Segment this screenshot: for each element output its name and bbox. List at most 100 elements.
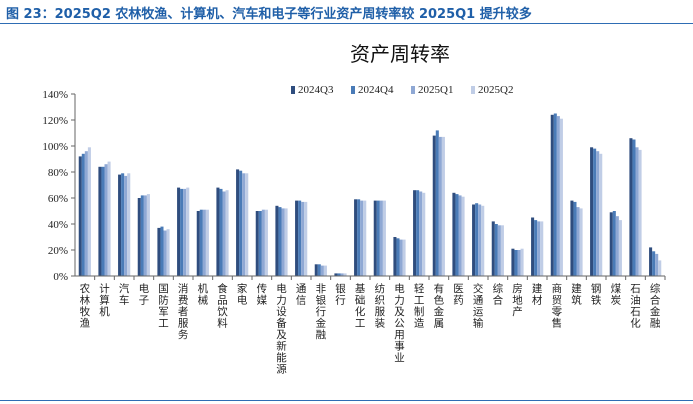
- bar: [205, 209, 209, 276]
- bar: [343, 273, 347, 276]
- category-label: 传媒: [257, 283, 268, 307]
- bar: [284, 208, 288, 276]
- bar: [402, 239, 406, 276]
- bar: [550, 114, 554, 276]
- category-label: 有色金属: [434, 282, 445, 330]
- bar: [458, 195, 462, 276]
- bar: [481, 205, 485, 276]
- category-label: 交通运输: [473, 282, 484, 330]
- bar: [655, 253, 659, 276]
- caption-underline: [0, 23, 693, 24]
- bar: [118, 174, 122, 276]
- legend-label: 2024Q4: [358, 84, 394, 96]
- bar: [255, 211, 259, 276]
- bar: [186, 187, 190, 276]
- bar: [399, 239, 403, 276]
- y-tick-label: 20%: [48, 245, 68, 257]
- category-label: 农林牧渔: [80, 282, 91, 330]
- bar: [382, 200, 386, 276]
- bar: [649, 247, 653, 276]
- bar: [78, 156, 82, 276]
- bar: [81, 153, 85, 276]
- bar: [317, 264, 321, 276]
- bar: [140, 195, 144, 276]
- legend-swatch: [351, 86, 355, 94]
- bar: [281, 208, 285, 276]
- legend: 2024Q3 2024Q4 2025Q1 2025Q2: [291, 84, 513, 96]
- bottom-rule: [0, 400, 693, 401]
- category-label: 食品饮料: [217, 282, 228, 330]
- y-tick-label: 80%: [48, 167, 68, 179]
- bar: [441, 136, 445, 276]
- category-label: 国防军工: [158, 283, 169, 330]
- bar: [373, 200, 377, 276]
- bar: [618, 220, 622, 276]
- bar: [163, 230, 167, 276]
- y-tick-label: 40%: [48, 219, 68, 231]
- bar: [337, 273, 341, 276]
- category-label: 纺织服装: [375, 282, 386, 330]
- bars: [78, 113, 662, 276]
- category-label: 石油石化: [630, 283, 641, 330]
- bar: [298, 200, 302, 276]
- bar: [599, 153, 603, 276]
- category-label: 房地产: [512, 282, 523, 318]
- bar: [104, 164, 108, 276]
- legend-label: 2025Q2: [478, 84, 513, 96]
- bar: [531, 217, 535, 276]
- bar: [511, 248, 515, 276]
- bar: [413, 190, 417, 276]
- bar: [494, 224, 498, 276]
- bar: [98, 166, 102, 276]
- category-label: 消费者服务: [178, 282, 189, 341]
- bar: [500, 225, 504, 276]
- category-label: 建筑: [571, 282, 582, 307]
- category-label: 计算机: [99, 282, 110, 318]
- bar: [127, 173, 131, 276]
- bar: [242, 173, 246, 276]
- bar: [314, 264, 318, 276]
- bar: [264, 209, 268, 276]
- bar: [576, 207, 580, 276]
- chart-title: 资产周转率: [350, 42, 450, 66]
- bar: [183, 188, 187, 276]
- bar: [320, 265, 324, 276]
- bar: [461, 196, 465, 276]
- legend-swatch: [471, 86, 475, 94]
- bar: [590, 147, 594, 276]
- bar: [635, 147, 639, 276]
- bar: [376, 200, 380, 276]
- category-label: 电力及公用事业: [394, 282, 405, 364]
- bar: [393, 237, 397, 276]
- category-label: 汽车: [119, 282, 130, 307]
- bar: [556, 116, 560, 276]
- bar: [236, 169, 240, 276]
- bar: [222, 191, 226, 276]
- bar: [475, 203, 479, 276]
- bar: [593, 148, 597, 276]
- legend-label: 2025Q1: [418, 84, 453, 96]
- legend-swatch: [411, 86, 415, 94]
- category-label: 银行: [335, 282, 346, 307]
- bar: [472, 204, 476, 276]
- category-label: 商贸零售: [552, 282, 563, 330]
- bar: [520, 248, 524, 276]
- bar: [416, 190, 420, 276]
- bar: [638, 149, 642, 276]
- bar: [216, 187, 220, 276]
- bar: [177, 187, 181, 276]
- bar: [245, 173, 249, 276]
- category-label: 轻工制造: [414, 282, 425, 330]
- category-label: 综合: [493, 282, 504, 307]
- bar: [258, 211, 262, 276]
- bar: [612, 211, 616, 276]
- bar: [579, 208, 583, 276]
- category-label: 钢铁: [591, 282, 602, 307]
- category-label: 家电: [237, 282, 248, 307]
- bar: [360, 200, 364, 276]
- category-label: 煤炭: [611, 282, 622, 307]
- bar: [202, 209, 206, 276]
- bar: [615, 216, 619, 276]
- bar: [219, 188, 223, 276]
- category-label: 医药: [453, 283, 464, 307]
